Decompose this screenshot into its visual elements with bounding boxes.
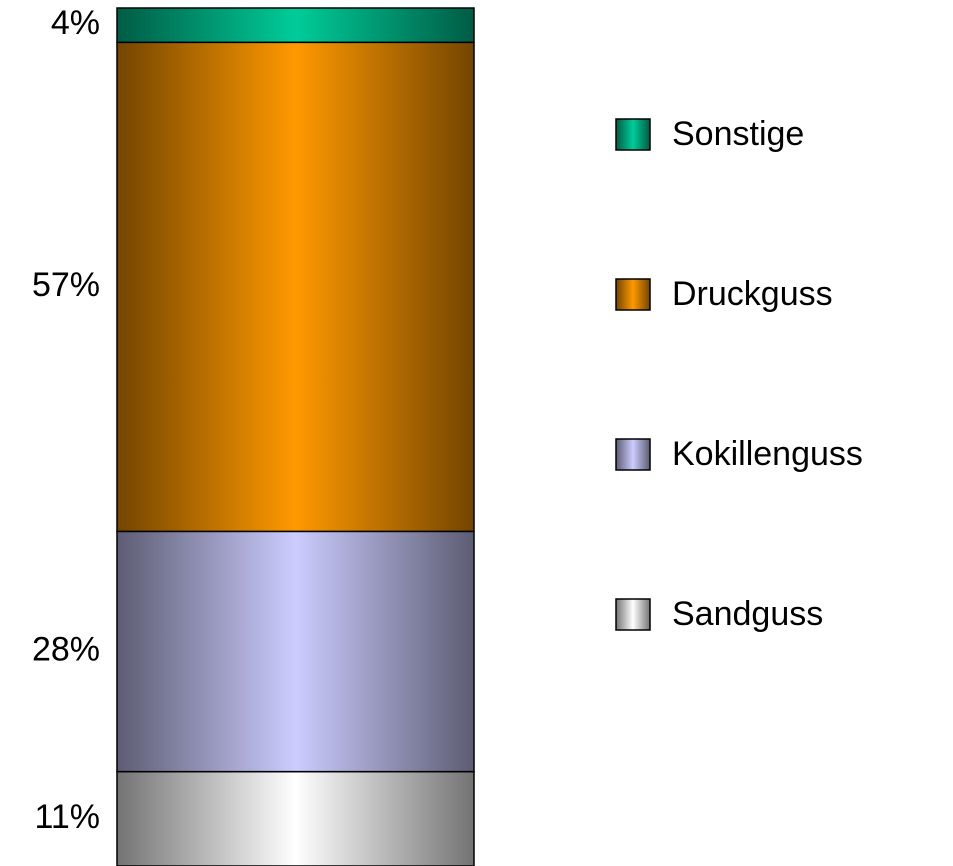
legend-swatch <box>615 598 651 631</box>
legend-swatch <box>615 438 651 471</box>
value-label: 28% <box>32 630 100 668</box>
bar-segment <box>116 530 475 773</box>
value-label: 4% <box>51 4 100 42</box>
bar-segment <box>116 770 475 866</box>
legend-swatch <box>615 118 651 151</box>
legend-label: Sonstige <box>672 115 804 153</box>
bar-segment <box>116 41 475 533</box>
legend-swatch <box>615 278 651 311</box>
legend-label: Kokillenguss <box>672 435 863 473</box>
legend-label: Druckguss <box>672 275 833 313</box>
value-label: 11% <box>34 798 100 836</box>
legend-label: Sandguss <box>672 595 823 633</box>
value-label: 57% <box>32 266 100 304</box>
bar-segment <box>116 7 475 44</box>
